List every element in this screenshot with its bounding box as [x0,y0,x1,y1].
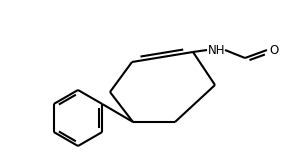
Text: NH: NH [208,43,226,57]
Text: O: O [269,43,278,57]
